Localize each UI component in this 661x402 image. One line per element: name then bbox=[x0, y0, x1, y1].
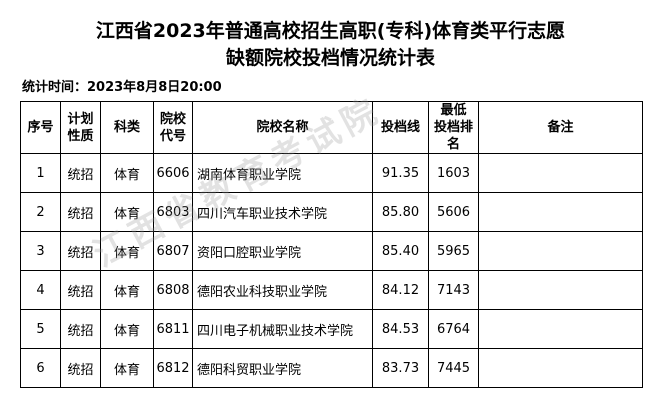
table-row: 2 统招 体育 6803 四川汽车职业技术学院 85.80 5606 bbox=[20, 192, 643, 232]
table-cell: 统招 bbox=[60, 192, 101, 232]
header-text: 备注 bbox=[547, 120, 574, 135]
table-cell: 6808 bbox=[153, 270, 193, 310]
table-cell: 统招 bbox=[60, 309, 101, 349]
title: 缺额院校投档情况统计表 bbox=[225, 47, 435, 69]
table-cell: 6803 bbox=[153, 192, 193, 232]
table-cell bbox=[478, 270, 643, 310]
table-cell: 84.53 bbox=[372, 309, 429, 349]
table-cell: 湖南体育职业学院 bbox=[192, 153, 373, 193]
table-cell bbox=[478, 153, 643, 193]
table-cell: 6812 bbox=[153, 348, 193, 388]
table-cell: 4 bbox=[20, 270, 61, 310]
column-header: 备注 bbox=[478, 101, 643, 154]
table-cell: 体育 bbox=[100, 309, 154, 349]
table-cell: 6764 bbox=[428, 309, 479, 349]
table-row: 5 统招 体育 6811 四川电子机械职业技术学院 84.53 6764 bbox=[20, 309, 643, 349]
column-header: 最低 投档排名 bbox=[428, 101, 479, 154]
table-cell: 体育 bbox=[100, 348, 154, 388]
table-cell bbox=[478, 348, 643, 388]
table-cell: 体育 bbox=[100, 153, 154, 193]
column-header: 序号 bbox=[20, 101, 61, 154]
header-text: 计划 bbox=[67, 111, 94, 127]
table-cell: 四川汽车职业技术学院 bbox=[192, 192, 373, 232]
table-cell: 体育 bbox=[100, 270, 154, 310]
table-cell: 德阳农业科技职业学院 bbox=[192, 270, 373, 310]
table-row: 4 统招 体育 6808 德阳农业科技职业学院 84.12 7143 bbox=[20, 270, 643, 310]
table-row: 3 统招 体育 6807 资阳口腔职业学院 85.40 5965 bbox=[20, 231, 643, 271]
header-text: 院校 bbox=[159, 111, 186, 127]
table-cell: 统招 bbox=[60, 270, 101, 310]
table-cell: 1 bbox=[20, 153, 61, 193]
column-header: 院校名称 bbox=[192, 101, 373, 154]
header-text: 院校名称 bbox=[256, 120, 309, 135]
header-text: 序号 bbox=[27, 120, 54, 135]
table-cell: 统招 bbox=[60, 153, 101, 193]
title: 江西省2023年普通高校招生高职(专科)体育类平行志愿 bbox=[95, 20, 566, 42]
table-cell bbox=[478, 192, 643, 232]
header-text: 投档排名 bbox=[433, 120, 473, 152]
table-row: 6 统招 体育 6812 德阳科贸职业学院 83.73 7445 bbox=[20, 348, 643, 388]
table-row: 1 统招 体育 6606 湖南体育职业学院 91.35 1603 bbox=[20, 153, 643, 193]
table-body: 1 统招 体育 6606 湖南体育职业学院 91.35 1603 2 统招 体育 6803 四川汽车职… bbox=[20, 153, 643, 388]
table-cell: 6606 bbox=[153, 153, 193, 193]
table-cell: 5 bbox=[20, 309, 61, 349]
table-cell: 7445 bbox=[428, 348, 479, 388]
table-cell: 德阳科贸职业学院 bbox=[192, 348, 373, 388]
header-text: 科类 bbox=[113, 120, 140, 135]
table: 序号 计划 性质 科类 院校 代号 院校名称 投档线 最低 投档排名 备注 1 统招 体育 6606 湖南体… bbox=[20, 101, 643, 388]
header-text: 性质 bbox=[67, 128, 94, 144]
column-header: 计划 性质 bbox=[60, 101, 101, 154]
table-cell: 83.73 bbox=[372, 348, 429, 388]
header-row: 序号 计划 性质 科类 院校 代号 院校名称 投档线 最低 投档排名 备注 bbox=[20, 101, 643, 154]
table-cell: 6811 bbox=[153, 309, 193, 349]
table-cell: 5606 bbox=[428, 192, 479, 232]
table-cell: 6 bbox=[20, 348, 61, 388]
table-cell: 5965 bbox=[428, 231, 479, 271]
table-cell bbox=[478, 231, 643, 271]
column-header: 投档线 bbox=[372, 101, 429, 154]
table-cell: 91.35 bbox=[372, 153, 429, 193]
table-cell: 85.80 bbox=[372, 192, 429, 232]
stat-time: 统计时间：2023年8月8日20:00 bbox=[22, 80, 222, 95]
table-cell: 统招 bbox=[60, 348, 101, 388]
header-text: 最低 bbox=[440, 103, 467, 118]
header-text: 代号 bbox=[159, 128, 186, 144]
table-cell: 资阳口腔职业学院 bbox=[192, 231, 373, 271]
table-cell: 四川电子机械职业技术学院 bbox=[192, 309, 373, 349]
table-cell bbox=[478, 309, 643, 349]
table-cell: 1603 bbox=[428, 153, 479, 193]
table-cell: 6807 bbox=[153, 231, 193, 271]
column-header: 院校 代号 bbox=[153, 101, 193, 154]
table-cell: 85.40 bbox=[372, 231, 429, 271]
table-cell: 7143 bbox=[428, 270, 479, 310]
column-header: 科类 bbox=[100, 101, 154, 154]
table-cell: 统招 bbox=[60, 231, 101, 271]
table-cell: 3 bbox=[20, 231, 61, 271]
table-cell: 体育 bbox=[100, 192, 154, 232]
table-cell: 2 bbox=[20, 192, 61, 232]
table-cell: 84.12 bbox=[372, 270, 429, 310]
table-cell: 体育 bbox=[100, 231, 154, 271]
header-text: 投档线 bbox=[380, 120, 420, 135]
